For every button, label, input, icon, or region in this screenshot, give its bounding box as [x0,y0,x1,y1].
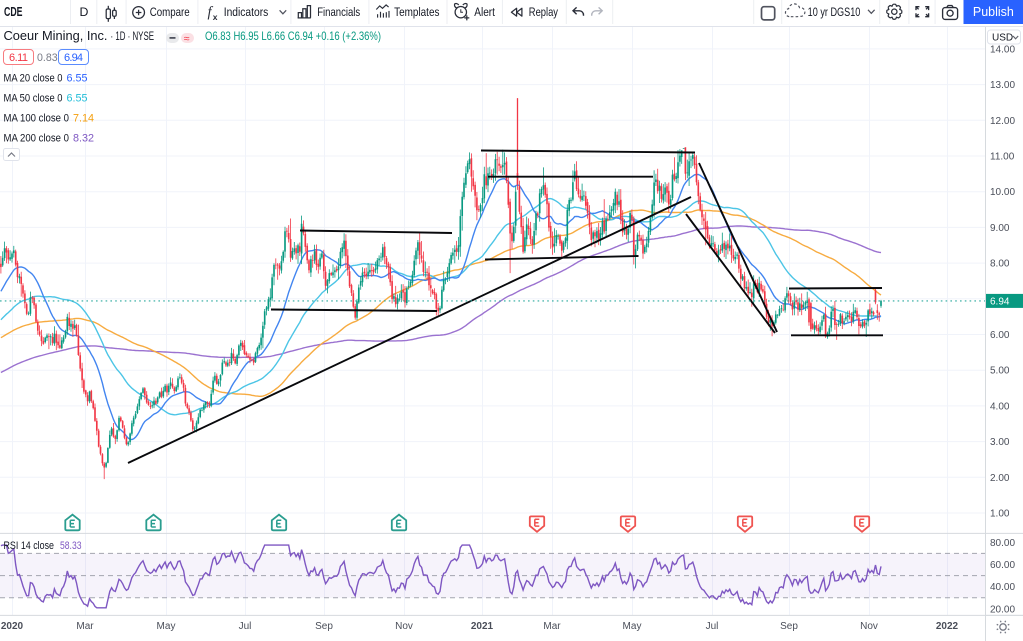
svg-text:6.11: 6.11 [9,52,28,64]
svg-text:Alert: Alert [474,5,495,19]
svg-text:O6.83 H6.95 L6.66 C6.94 +0.16: O6.83 H6.95 L6.66 C6.94 +0.16 (+2.36%) [205,29,381,43]
svg-text:2.00: 2.00 [990,473,1010,484]
svg-text:58.33: 58.33 [60,540,82,552]
svg-text:2020: 2020 [1,621,24,632]
svg-text:Templates: Templates [394,5,439,19]
svg-text:· 1D · NYSE: · 1D · NYSE [111,29,155,43]
svg-text:20.00: 20.00 [990,604,1015,615]
svg-text:USD: USD [992,33,1013,44]
svg-text:10.00: 10.00 [990,187,1015,198]
svg-text:Nov: Nov [860,621,878,632]
svg-text:6.55: 6.55 [67,93,88,105]
svg-text:6.94: 6.94 [64,52,83,64]
svg-text:Financials: Financials [317,5,360,19]
svg-text:CDE: CDE [4,5,23,19]
svg-text:8.32: 8.32 [73,133,94,145]
svg-text:MA 100 close 0: MA 100 close 0 [4,113,70,125]
svg-text:8.00: 8.00 [990,259,1010,270]
svg-text:May: May [157,621,176,632]
svg-text:Publish: Publish [973,5,1014,19]
svg-text:RSI 14 close: RSI 14 close [4,540,55,552]
svg-text:MA 200 close 0: MA 200 close 0 [4,133,70,145]
svg-text:6.94: 6.94 [990,296,1010,307]
svg-text:Compare: Compare [150,5,190,19]
svg-text:Jul: Jul [239,621,252,632]
svg-text:Mar: Mar [543,621,561,632]
svg-text:40.00: 40.00 [990,582,1015,593]
svg-text:0.83: 0.83 [37,52,58,64]
svg-text:Mar: Mar [76,621,94,632]
svg-text:MA 50 close 0: MA 50 close 0 [4,93,63,105]
svg-text:Coeur Mining, Inc.: Coeur Mining, Inc. [4,29,108,43]
svg-text:80.00: 80.00 [990,538,1015,549]
svg-text:5.00: 5.00 [990,366,1010,377]
svg-text:10 yr DGS10: 10 yr DGS10 [808,5,861,19]
svg-text:MA 20 close 0: MA 20 close 0 [4,73,63,85]
svg-text:2022: 2022 [936,621,959,632]
svg-text:≈: ≈ [184,33,190,45]
svg-text:Replay: Replay [529,5,559,19]
svg-text:13.00: 13.00 [990,80,1015,91]
svg-text:May: May [623,621,642,632]
svg-text:Indicators: Indicators [224,5,269,19]
svg-text:6.00: 6.00 [990,330,1010,341]
svg-text:D: D [80,5,89,19]
svg-text:2021: 2021 [471,621,494,632]
svg-text:4.00: 4.00 [990,401,1010,412]
svg-text:7.14: 7.14 [73,113,94,125]
svg-text:Sep: Sep [780,621,798,632]
svg-text:9.00: 9.00 [990,223,1010,234]
svg-text:Sep: Sep [315,621,333,632]
svg-text:12.00: 12.00 [990,116,1015,127]
svg-text:6.55: 6.55 [67,73,88,85]
svg-text:11.00: 11.00 [990,152,1015,163]
svg-text:Nov: Nov [395,621,413,632]
svg-text:3.00: 3.00 [990,437,1010,448]
svg-text:Jul: Jul [706,621,719,632]
svg-text:60.00: 60.00 [990,560,1015,571]
svg-text:14.00: 14.00 [990,44,1015,55]
svg-text:f: f [208,5,214,21]
svg-text:1.00: 1.00 [990,509,1010,520]
svg-text:x: x [213,12,218,22]
